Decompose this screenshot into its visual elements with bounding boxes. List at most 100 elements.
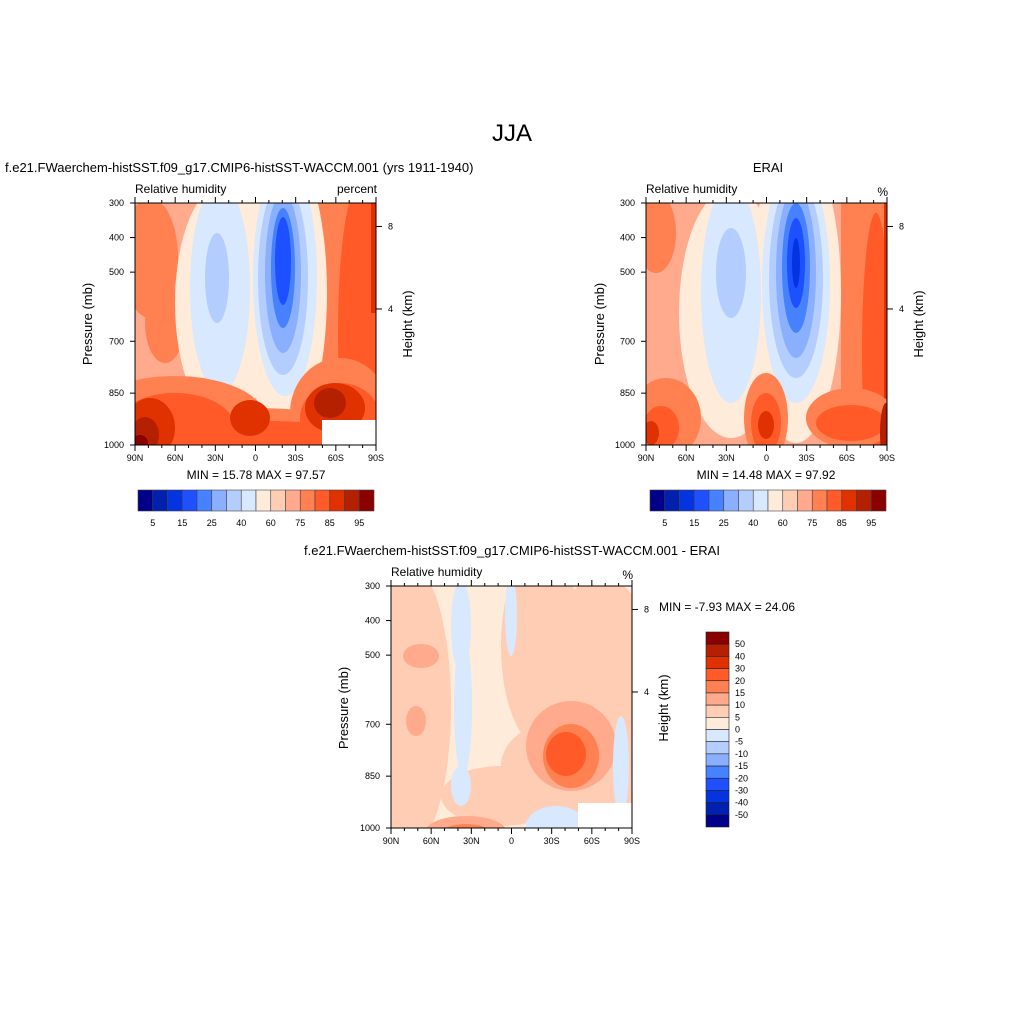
colorbar-box xyxy=(329,489,345,512)
colorbar-box xyxy=(738,489,754,512)
colorbar-label: -30 xyxy=(735,785,748,795)
contour-fill xyxy=(426,816,506,828)
panel2-ylabel: Pressure (mb) xyxy=(592,283,607,365)
x-tick-label: 60S xyxy=(584,836,600,846)
panel3-ylabel: Pressure (mb) xyxy=(336,667,351,749)
colorbar-box xyxy=(705,680,730,694)
colorbar-box xyxy=(705,692,730,706)
colorbar-box xyxy=(705,729,730,742)
colorbar-box xyxy=(649,489,666,512)
panel3-title: f.e21.FWaerchem-histSST.f09_g17.CMIP6-hi… xyxy=(304,543,720,558)
colorbar-box xyxy=(705,777,730,791)
panel2-title: ERAI xyxy=(753,160,783,175)
contour-fill xyxy=(403,644,439,668)
y2-tick-label: 8 xyxy=(899,221,904,231)
colorbar-box xyxy=(285,489,301,512)
colorbar-box xyxy=(344,489,360,512)
colorbar-label: 40 xyxy=(748,518,758,528)
contour-fill xyxy=(451,766,471,806)
colorbar-box xyxy=(226,489,242,512)
y2-tick-label: 8 xyxy=(644,604,649,614)
contour-fill xyxy=(505,586,517,656)
panel3-stats: MIN = -7.93 MAX = 24.06 xyxy=(659,600,795,614)
panel3-contours xyxy=(391,586,632,828)
colorbar-label: 10 xyxy=(735,700,745,710)
colorbar-box xyxy=(705,717,730,730)
colorbar-label: -40 xyxy=(735,798,748,808)
y-tick-label: 300 xyxy=(365,581,380,591)
colorbar-box xyxy=(255,489,272,512)
y-tick-label: 500 xyxy=(109,267,124,277)
x-tick-label: 90S xyxy=(368,453,384,463)
y-tick-label: 500 xyxy=(620,267,635,277)
colorbar-label: 85 xyxy=(325,518,335,528)
colorbar-box xyxy=(708,489,725,512)
y-tick-label: 850 xyxy=(109,388,124,398)
y-tick-label: 1000 xyxy=(104,440,124,450)
colorbar-label: -50 xyxy=(735,810,748,820)
colorbar-label: 15 xyxy=(177,518,187,528)
colorbar-box xyxy=(167,489,183,512)
colorbar-label: 40 xyxy=(735,651,745,661)
x-tick-label: 30S xyxy=(544,836,560,846)
colorbar-label: -15 xyxy=(735,761,748,771)
contour-fill xyxy=(716,228,746,318)
colorbar-box xyxy=(152,489,168,512)
colorbar-box xyxy=(705,753,730,767)
x-tick-label: 30S xyxy=(288,453,304,463)
contour-fill xyxy=(546,732,586,776)
contour-fill xyxy=(613,716,629,816)
contour-fill xyxy=(792,238,800,288)
colorbar-box xyxy=(797,489,813,512)
colorbar-box xyxy=(723,489,739,512)
x-tick-label: 60N xyxy=(678,453,695,463)
y-tick-label: 300 xyxy=(620,198,635,208)
x-tick-label: 0 xyxy=(509,836,514,846)
panel1-y2label: Height (km) xyxy=(400,290,415,357)
panel1-right-subtitle: percent xyxy=(337,182,378,196)
panel2-stats: MIN = 14.48 MAX = 97.92 xyxy=(697,468,836,482)
y-tick-label: 400 xyxy=(109,233,124,243)
colorbar-box xyxy=(811,489,828,512)
colorbar-box xyxy=(664,489,680,512)
colorbar-label: 95 xyxy=(866,518,876,528)
panel1-left-subtitle: Relative humidity xyxy=(135,182,226,196)
colorbar-label: 50 xyxy=(735,639,745,649)
panel3-y2label: Height (km) xyxy=(656,674,671,741)
colorbar-box xyxy=(693,489,710,512)
colorbar-box xyxy=(705,741,730,755)
colorbar-box xyxy=(705,765,730,779)
panel2-contours xyxy=(646,203,887,445)
x-tick-label: 30N xyxy=(463,836,480,846)
panel2-left-subtitle: Relative humidity xyxy=(646,182,737,196)
contour-fill xyxy=(314,388,346,418)
y-tick-label: 1000 xyxy=(360,823,380,833)
x-tick-label: 90S xyxy=(879,453,895,463)
panel1-stats: MIN = 15.78 MAX = 97.57 xyxy=(187,468,326,482)
contour-fill xyxy=(816,405,886,441)
colorbar-label: 85 xyxy=(837,518,847,528)
colorbar-box xyxy=(705,656,730,669)
colorbar-box xyxy=(679,489,695,512)
contour-fill xyxy=(230,400,270,436)
colorbar-label: 5 xyxy=(662,518,667,528)
colorbar-label: 40 xyxy=(236,518,246,528)
panel1-title: f.e21.FWaerchem-histSST.f09_g17.CMIP6-hi… xyxy=(5,160,473,175)
missing-data-region xyxy=(322,420,376,445)
x-tick-label: 60S xyxy=(328,453,344,463)
x-tick-label: 0 xyxy=(764,453,769,463)
x-tick-label: 60N xyxy=(423,836,440,846)
y-tick-label: 850 xyxy=(365,771,380,781)
contour-fill xyxy=(526,806,586,828)
colorbar-label: 5 xyxy=(735,712,740,722)
colorbar-box xyxy=(705,790,730,803)
x-tick-label: 60S xyxy=(839,453,855,463)
panel3-left-subtitle: Relative humidity xyxy=(391,565,482,579)
x-tick-label: 90N xyxy=(127,453,144,463)
colorbar-box xyxy=(705,668,730,682)
contour-fill xyxy=(406,706,426,736)
contour-fill xyxy=(758,411,774,439)
colorbar-label: 60 xyxy=(266,518,276,528)
y-tick-label: 500 xyxy=(365,650,380,660)
